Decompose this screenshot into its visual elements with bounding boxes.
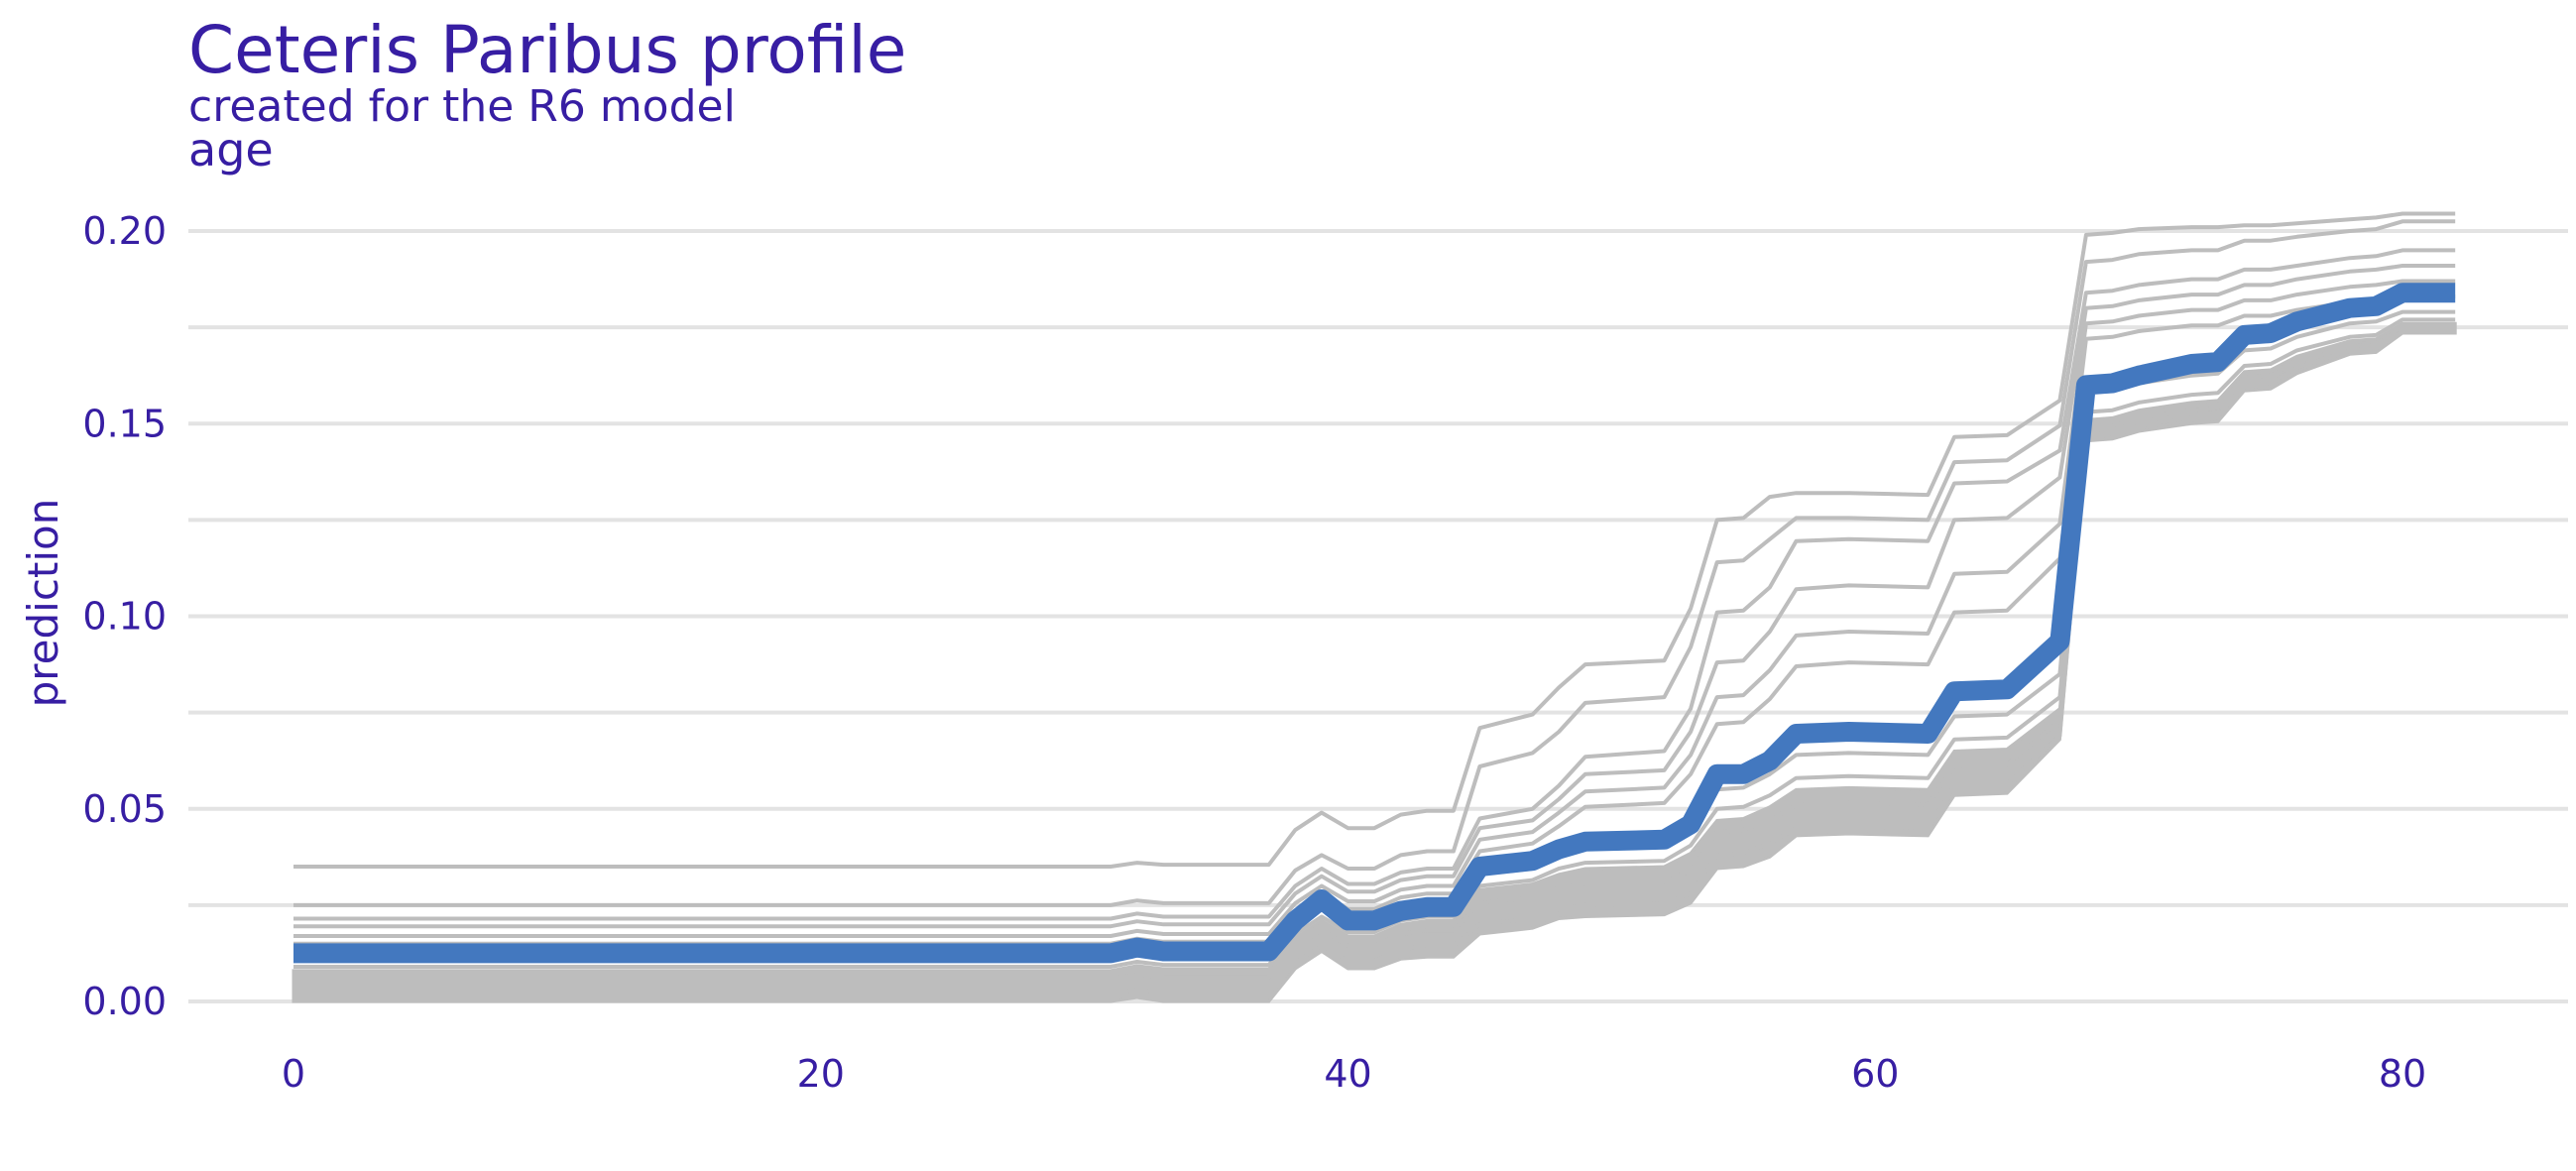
main-profile-line: [293, 283, 2456, 964]
background-profile-line-9: [293, 325, 2456, 981]
background-profile-line-1: [293, 211, 2456, 869]
background-profile-line-3: [293, 248, 2456, 921]
chart-subtitle: created for the R6 model: [188, 81, 736, 132]
y-axis-label: prediction: [19, 499, 67, 708]
background-profile-line-6: [293, 294, 2456, 946]
x-tick-label: 20: [797, 1052, 845, 1096]
x-tick-label: 60: [1851, 1052, 1899, 1096]
main-profile: [293, 283, 2456, 964]
x-axis-ticks: 0 20 40 60 80: [282, 1052, 2426, 1096]
y-tick-label: 0.10: [82, 595, 167, 639]
y-tick-label: 0.15: [82, 402, 167, 445]
x-tick-label: 80: [2379, 1052, 2426, 1096]
background-profile-line-8: [293, 317, 2456, 969]
x-tick-label: 0: [282, 1052, 305, 1096]
chart-title: Ceteris Paribus profile: [188, 12, 907, 88]
y-tick-label: 0.00: [82, 980, 167, 1023]
background-profile-line-7: [293, 309, 2456, 962]
y-axis-ticks: 0.00 0.05 0.10 0.15 0.20: [82, 209, 167, 1023]
background-profile-line-5: [293, 279, 2456, 938]
x-tick-label: 40: [1324, 1052, 1371, 1096]
y-tick-label: 0.05: [82, 787, 167, 831]
gridlines: [188, 229, 2568, 1003]
y-tick-label: 0.20: [82, 209, 167, 253]
background-profiles: [293, 211, 2456, 996]
background-profile-line-4: [293, 264, 2456, 929]
background-profile-line-2: [293, 219, 2456, 907]
panel-variable-label: age: [188, 123, 274, 176]
background-profile-line-10: [293, 329, 2456, 996]
